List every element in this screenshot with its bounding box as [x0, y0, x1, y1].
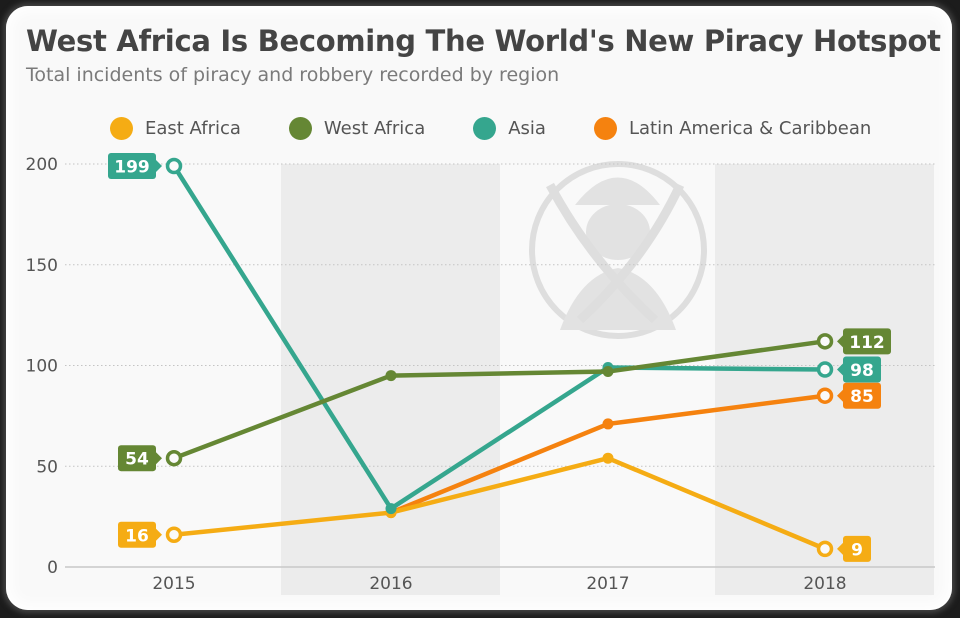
legend-swatch	[110, 117, 133, 140]
y-tick-label-50: 50	[36, 457, 58, 477]
data-label-box	[118, 521, 156, 548]
legend-label: West Africa	[323, 118, 426, 139]
legend-item-latin-america[interactable]: Latin America & Caribbean	[593, 117, 872, 140]
pirate-watermark-icon	[529, 161, 707, 339]
data-label: 98	[850, 361, 874, 381]
data-label-pointer	[156, 160, 162, 173]
y-tick-label-0: 0	[47, 558, 58, 578]
legend-swatch	[593, 117, 617, 140]
x-tick-label-2018: 2018	[803, 574, 846, 594]
data-label: 9	[851, 540, 863, 560]
data-label-box	[843, 328, 891, 355]
column-band-2018	[715, 164, 934, 595]
data-point	[816, 540, 834, 558]
y-tick-label-200: 200	[26, 155, 58, 175]
x-tick-label-2016: 2016	[369, 574, 412, 594]
chart-title: West Africa Is Becoming The World's New …	[26, 24, 941, 58]
data-label-pointer	[156, 528, 162, 541]
x-tick-label-2015: 2015	[152, 574, 195, 594]
legend-swatch	[288, 117, 312, 140]
legend-item-west-africa[interactable]: West Africa	[288, 117, 426, 140]
data-point	[385, 370, 397, 382]
series-line-east-africa	[173, 455, 826, 551]
data-point	[602, 418, 614, 430]
legend: East Africa West Africa Asia Latin Ameri…	[110, 117, 919, 140]
data-label-box	[843, 356, 881, 383]
data-label-pointer	[837, 389, 843, 402]
legend-label: East Africa	[145, 118, 241, 139]
data-label-box	[843, 382, 881, 409]
data-point	[816, 361, 834, 378]
legend-item-asia[interactable]: Asia	[473, 117, 546, 140]
series-line-west-africa	[173, 339, 826, 461]
data-label-pointer	[837, 542, 843, 555]
data-point	[602, 452, 614, 464]
legend-label: Asia	[508, 118, 546, 139]
data-label-box	[118, 445, 156, 472]
data-label: 199	[114, 158, 150, 178]
data-label: 16	[125, 526, 149, 546]
data-label-box	[843, 535, 871, 562]
data-label: 112	[849, 333, 885, 353]
data-label-pointer	[156, 452, 162, 465]
y-tick-label-100: 100	[26, 357, 58, 377]
data-label-pointer	[837, 335, 843, 348]
data-label-pointer	[837, 363, 843, 376]
data-point	[816, 333, 834, 350]
x-tick-label-2017: 2017	[586, 574, 629, 594]
data-point	[602, 366, 614, 378]
y-tick-label-150: 150	[26, 256, 58, 276]
data-point	[165, 449, 183, 467]
data-label: 85	[850, 387, 874, 407]
legend-label: Latin America & Caribbean	[628, 118, 872, 139]
legend-item-east-africa[interactable]: East Africa	[110, 117, 241, 140]
chart-subtitle: Total incidents of piracy and robbery re…	[26, 64, 560, 86]
data-point	[816, 387, 834, 404]
series-line-asia	[172, 164, 826, 511]
data-point	[165, 526, 183, 544]
data-point	[385, 503, 397, 515]
data-label-box	[108, 153, 156, 180]
legend-swatch	[473, 117, 497, 140]
data-label: 54	[125, 450, 149, 470]
data-point	[165, 157, 183, 175]
